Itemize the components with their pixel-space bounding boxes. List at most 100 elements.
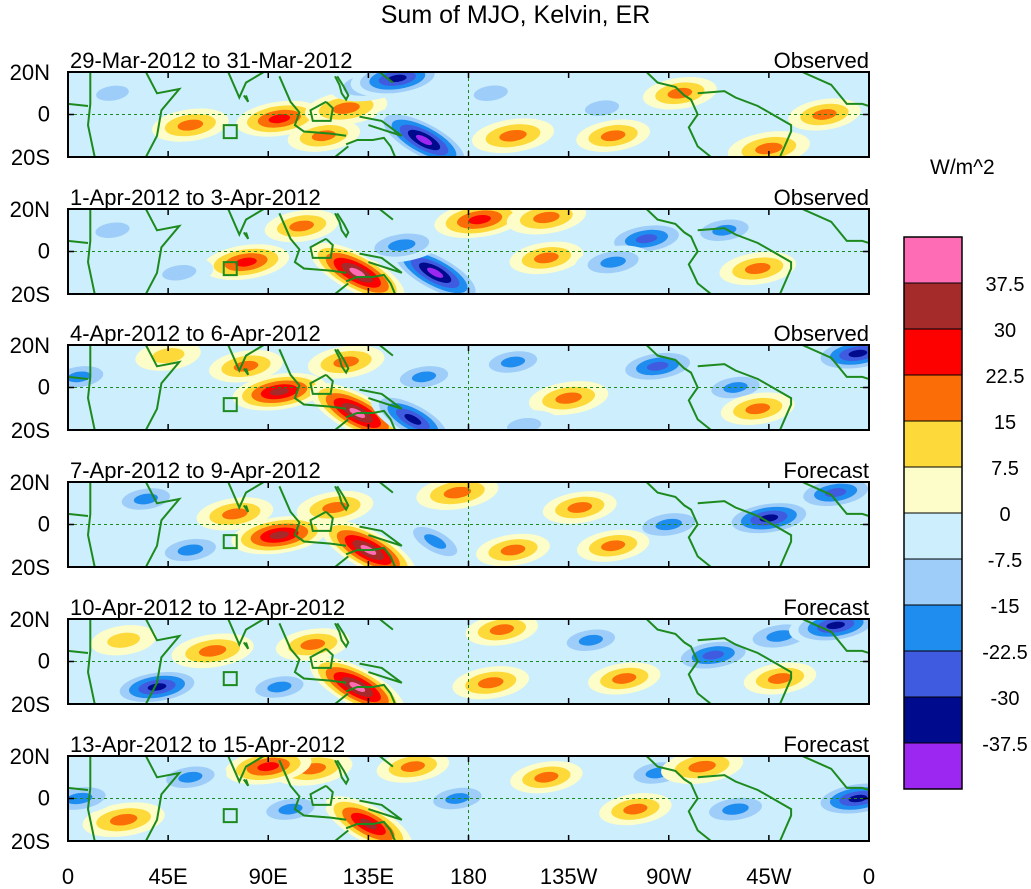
positive-anomaly-region bbox=[309, 242, 405, 294]
reference-box bbox=[222, 671, 238, 687]
positive-anomaly-region bbox=[287, 119, 361, 152]
colorbar-tick-label: -37.5 bbox=[982, 734, 1028, 756]
negative-anomaly-region bbox=[109, 482, 183, 516]
colorbar-tick-label: 15 bbox=[994, 412, 1016, 434]
colorbar-swatch bbox=[903, 328, 963, 376]
lat-tick-label: 0 bbox=[38, 786, 50, 811]
lon-tick-label: 135W bbox=[540, 864, 598, 889]
coastlines bbox=[68, 72, 869, 157]
lon-tick-label: 45W bbox=[746, 864, 791, 889]
lat-tick-label: 20S bbox=[11, 282, 50, 307]
reference-box bbox=[222, 124, 238, 140]
negative-anomaly-region bbox=[402, 519, 469, 564]
lon-tick-label: 135E bbox=[343, 864, 394, 889]
positive-anomaly-region bbox=[171, 633, 254, 669]
lat-tick-label: 20S bbox=[11, 692, 50, 717]
positive-anomaly-region bbox=[727, 131, 810, 157]
panel-date-range: 7-Apr-2012 to 9-Apr-2012 bbox=[70, 458, 321, 483]
positive-anomaly-region bbox=[588, 662, 661, 695]
negative-anomaly-region bbox=[722, 499, 816, 537]
positive-anomaly-region bbox=[719, 251, 797, 286]
reference-box bbox=[222, 534, 238, 550]
lat-tick-label: 20S bbox=[11, 145, 50, 170]
negative-anomaly-region bbox=[567, 92, 637, 124]
panel-status-label: Forecast bbox=[783, 595, 869, 620]
positive-anomaly-region bbox=[376, 756, 450, 783]
lat-tick-label: 20N bbox=[10, 470, 50, 495]
negative-anomaly-region bbox=[574, 245, 652, 279]
positive-anomaly-region bbox=[135, 345, 201, 371]
negative-anomaly-region bbox=[792, 482, 869, 511]
reference-box bbox=[222, 808, 238, 824]
map-panel-5: 20N 0 20S 10-Apr-2012 to 12-Apr-2012 Forecas… bbox=[10, 595, 870, 717]
positive-anomaly-region bbox=[471, 118, 555, 154]
colorbar-tick-label: 0 bbox=[999, 504, 1010, 526]
panel-date-range: 4-Apr-2012 to 6-Apr-2012 bbox=[70, 321, 321, 346]
panel-date-range: 10-Apr-2012 to 12-Apr-2012 bbox=[70, 595, 345, 620]
lat-tick-label: 20S bbox=[11, 418, 50, 443]
negative-anomaly-region bbox=[243, 670, 316, 704]
colorbar-swatch bbox=[903, 558, 963, 606]
positive-anomaly-region bbox=[90, 625, 157, 656]
lon-tick-label: 180 bbox=[450, 864, 487, 889]
reference-box bbox=[222, 397, 238, 413]
lon-tick-label: 0 bbox=[62, 864, 74, 889]
colorbar-tick-label: 30 bbox=[994, 320, 1016, 342]
positive-anomaly-region bbox=[152, 108, 229, 142]
negative-anomaly-region bbox=[360, 227, 443, 263]
coastlines bbox=[68, 619, 869, 704]
colorbar-swatch bbox=[903, 696, 963, 744]
lat-tick-label: 0 bbox=[38, 649, 50, 674]
panel-status-label: Observed bbox=[774, 185, 869, 210]
colorbar-frame bbox=[903, 236, 963, 790]
negative-anomaly-region bbox=[79, 78, 146, 109]
negative-anomaly-region bbox=[145, 257, 214, 289]
negative-anomaly-region bbox=[456, 77, 525, 109]
map-panel-6: 20N 0 20S 13-Apr-2012 to 15-Apr-2012 Forecas… bbox=[10, 732, 870, 854]
coastlines bbox=[68, 482, 869, 567]
negative-anomaly-region bbox=[152, 533, 229, 567]
positive-anomaly-region bbox=[599, 793, 672, 826]
lon-tick-label: 45E bbox=[149, 864, 188, 889]
colorbar-unit-label: W/m^2 bbox=[930, 156, 995, 179]
negative-anomaly-region bbox=[375, 109, 473, 157]
lon-tick-label: 90E bbox=[249, 864, 288, 889]
negative-anomaly-region bbox=[688, 214, 761, 247]
positive-anomaly-region bbox=[509, 241, 584, 275]
positive-anomaly-region bbox=[465, 619, 539, 646]
negative-anomaly-region bbox=[78, 214, 147, 246]
colorbar-tick-label: -7.5 bbox=[988, 550, 1022, 572]
panel-date-range: 13-Apr-2012 to 15-Apr-2012 bbox=[70, 732, 345, 757]
positive-anomaly-region bbox=[209, 349, 283, 383]
positive-anomaly-region bbox=[576, 529, 650, 562]
positive-anomaly-region bbox=[452, 666, 530, 700]
negative-anomaly-region bbox=[154, 761, 227, 794]
lon-tick-label: 90W bbox=[646, 864, 691, 889]
colorbar-swatch bbox=[903, 282, 963, 330]
positive-anomaly-region bbox=[225, 756, 312, 785]
positive-anomaly-region bbox=[264, 209, 339, 243]
lat-tick-label: 20S bbox=[11, 829, 50, 854]
map-panel-2: 20N 0 20S 1-Apr-2012 to 3-Apr-2012 Observed bbox=[10, 185, 870, 307]
lat-tick-label: 20N bbox=[10, 197, 50, 222]
colorbar-swatch bbox=[903, 604, 963, 652]
panel-status-label: Observed bbox=[774, 321, 869, 346]
negative-anomaly-region bbox=[387, 360, 461, 393]
positive-anomaly-region bbox=[416, 482, 499, 510]
map-panel-1: 20N 0 20S 29-Mar-2012 to 31-Mar-2012 Observe… bbox=[10, 48, 870, 170]
colorbar-swatch bbox=[903, 512, 963, 560]
panel-status-label: Forecast bbox=[783, 458, 869, 483]
colorbar-tick-label: 37.5 bbox=[986, 274, 1025, 296]
negative-anomaly-region bbox=[695, 792, 776, 827]
lat-tick-label: 20N bbox=[10, 607, 50, 632]
lat-tick-label: 0 bbox=[38, 102, 50, 127]
colorbar-swatch bbox=[903, 742, 963, 790]
panel-status-label: Observed bbox=[774, 48, 869, 73]
positive-anomaly-region bbox=[82, 802, 165, 838]
positive-anomaly-region bbox=[231, 515, 328, 555]
negative-anomaly-region bbox=[421, 782, 494, 815]
colorbar-tick-label: -22.5 bbox=[982, 642, 1028, 664]
lat-tick-label: 20S bbox=[11, 555, 50, 580]
reference-box bbox=[222, 261, 238, 277]
lat-tick-label: 0 bbox=[38, 239, 50, 264]
